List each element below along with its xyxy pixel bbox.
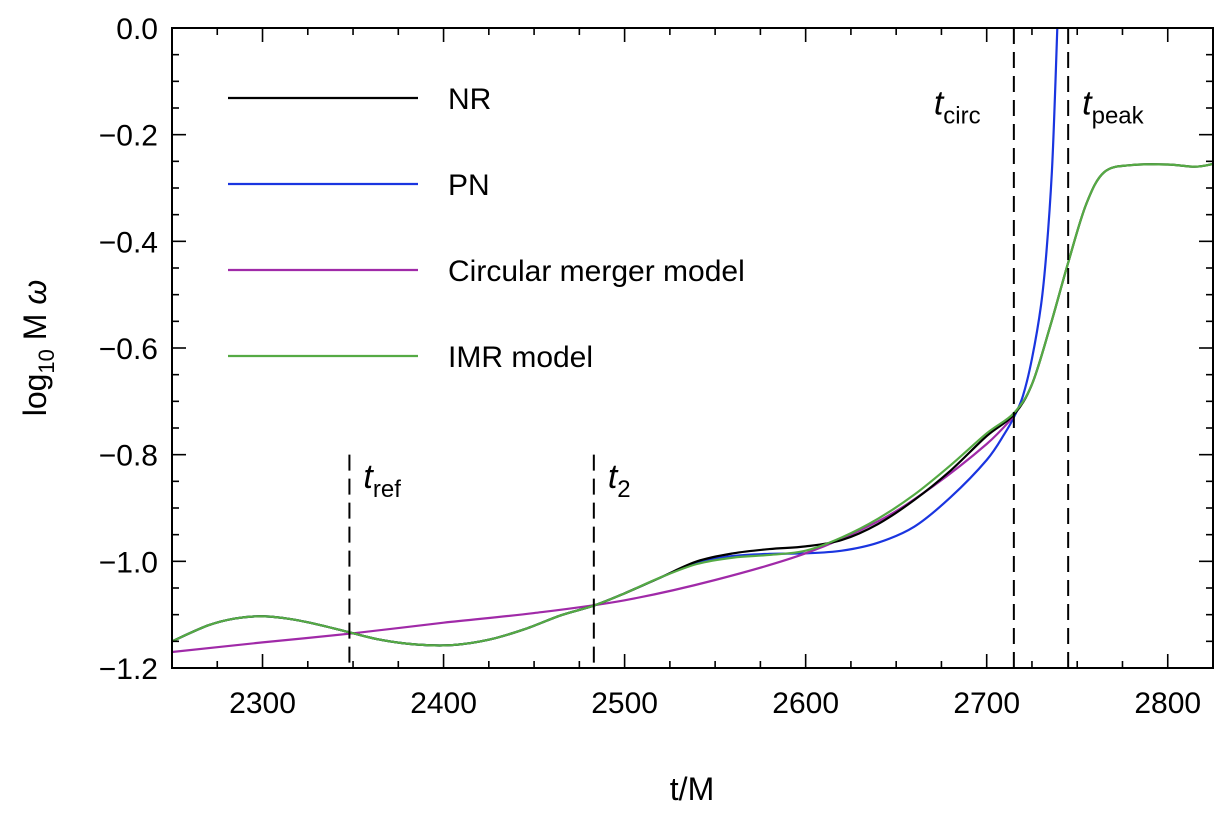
legend-label-circular-merger-model: Circular merger model xyxy=(448,255,745,288)
x-tick-label: 2500 xyxy=(591,687,658,720)
x-tick-label: 2600 xyxy=(772,687,839,720)
y-tick-label: 0.0 xyxy=(116,13,158,46)
x-tick-label: 2800 xyxy=(1134,687,1201,720)
x-tick-label: 2300 xyxy=(229,687,296,720)
y-axis-title: log10 M ω xyxy=(17,280,59,417)
x-tick-label: 2400 xyxy=(410,687,477,720)
y-axis-title-suffix: M xyxy=(17,305,53,349)
x-axis-title: t/M xyxy=(670,771,714,807)
vertical-marker-label-circ: tcirc xyxy=(934,85,981,130)
marker-label-main: t xyxy=(363,458,374,496)
legend-label-imr-model: IMR model xyxy=(448,341,593,374)
marker-label-subscript: circ xyxy=(943,103,980,130)
y-axis-title-subscript: 10 xyxy=(34,349,59,373)
y-axis-title-prefix: log xyxy=(17,374,53,417)
marker-label-main: t xyxy=(934,85,945,123)
vertical-marker-label-peak: tpeak xyxy=(1082,85,1144,130)
series-line-pn xyxy=(172,28,1059,647)
legend-label-pn: PN xyxy=(448,169,490,202)
legend: NR PN Circular merger model IMR model xyxy=(228,83,745,374)
marker-label-subscript: ref xyxy=(373,476,401,503)
marker-label-main: t xyxy=(1082,85,1093,123)
legend-label-nr: NR xyxy=(448,83,491,116)
marker-label-subscript: peak xyxy=(1092,103,1145,130)
series-line-imr-model xyxy=(172,162,1213,647)
marker-label-subscript: 2 xyxy=(617,476,630,503)
y-axis-title-symbol: ω xyxy=(17,280,53,305)
y-tick-label: −1.2 xyxy=(99,653,158,686)
y-tick-label: −0.4 xyxy=(99,226,158,259)
marker-label-main: t xyxy=(608,458,619,496)
y-tick-label: −0.8 xyxy=(99,440,158,473)
plot-frame xyxy=(171,27,1214,669)
vertical-marker-label-ref: tref xyxy=(363,458,401,503)
tick-labels: 2300 2400 2500 2600 2700 2800 0.0 −0.2 −0.4 −0.6 −… xyxy=(99,13,1201,720)
y-tick-label: −0.2 xyxy=(99,120,158,153)
y-tick-label: −0.6 xyxy=(99,333,158,366)
vertical-marker-label-2: t2 xyxy=(608,458,631,503)
y-tick-label: −1.0 xyxy=(99,546,158,579)
series-layer xyxy=(172,28,1213,654)
axis-ticks xyxy=(171,27,1214,669)
series-line-nr xyxy=(172,162,1213,647)
x-tick-label: 2700 xyxy=(953,687,1020,720)
